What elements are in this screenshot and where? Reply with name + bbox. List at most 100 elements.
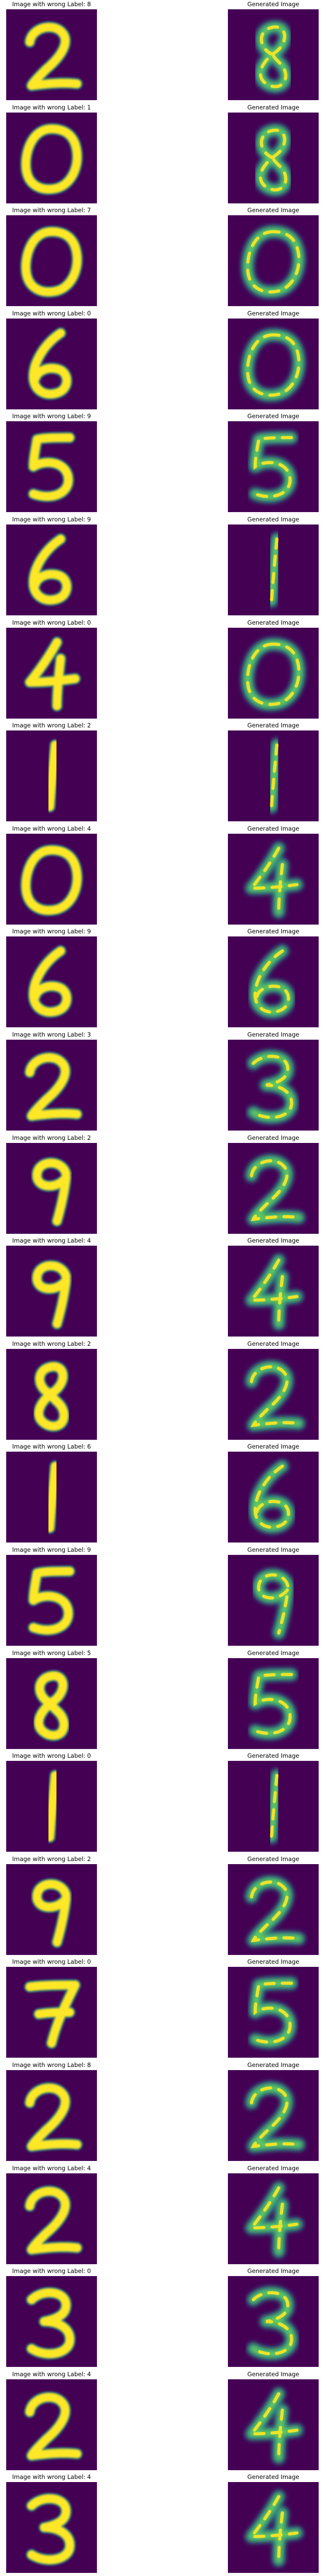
generated-image-cell: Generated Image (222, 2267, 325, 2369)
generated-image-cell: Generated Image (222, 1236, 325, 1339)
original-image-cell: Image with wrong Label: 4 (0, 2164, 103, 2266)
original-image-cell: Image with wrong Label: 1 (0, 103, 103, 205)
generated-image-title: Generated Image (247, 1958, 300, 1966)
original-image-title: Image with wrong Label: 2 (12, 1855, 91, 1863)
generated-image (228, 1967, 319, 2058)
generated-image (228, 1452, 319, 1543)
digit-stroke (25, 2186, 81, 2254)
digit-highlight (248, 2392, 299, 2459)
original-image-cell: Image with wrong Label: 5 (0, 1649, 103, 1751)
digit-highlight (246, 333, 301, 397)
generated-image-cell: Generated Image (222, 1752, 325, 1854)
figure-row: Image with wrong Label: 0 Generated Image (0, 1958, 330, 2060)
generated-image (228, 627, 319, 719)
original-image-cell: Image with wrong Label: 2 (0, 1855, 103, 1957)
digit-highlight (270, 743, 279, 809)
original-image-title: Image with wrong Label: 4 (12, 2370, 91, 2378)
original-image-cell: Image with wrong Label: 4 (0, 1236, 103, 1339)
generated-image-title: Generated Image (247, 928, 300, 935)
original-image-cell: Image with wrong Label: 6 (0, 1442, 103, 1545)
digit-stroke (21, 124, 82, 194)
original-image-title: Image with wrong Label: 0 (12, 1958, 91, 1966)
generated-image-title: Generated Image (247, 309, 300, 317)
original-image (6, 730, 97, 822)
generated-image (228, 833, 319, 925)
original-image (6, 112, 97, 203)
generated-image-cell: Generated Image (222, 2370, 325, 2472)
generated-image-title: Generated Image (247, 516, 300, 523)
figure-row: Image with wrong Label: 2 Generated Image (0, 721, 330, 823)
digit-stroke (25, 2084, 81, 2151)
digit-highlight (270, 537, 279, 602)
figure-row: Image with wrong Label: 4 Generated Image (0, 2473, 330, 2575)
original-image-title: Image with wrong Label: 8 (12, 2061, 91, 2069)
generated-image-title: Generated Image (247, 2370, 300, 2378)
generated-image-cell: Generated Image (222, 309, 325, 411)
figure-row: Image with wrong Label: 5 Generated Image (0, 1649, 330, 1751)
digit-stroke (32, 1261, 71, 1328)
original-image-cell: Image with wrong Label: 0 (0, 309, 103, 411)
figure-row: Image with wrong Label: 0 Generated Image (0, 309, 330, 411)
original-image-title: Image with wrong Label: 8 (12, 1, 91, 8)
digit-stroke (45, 1771, 60, 1842)
digit-highlight (252, 1055, 293, 1119)
figure-row: Image with wrong Label: 9 Generated Image (0, 927, 330, 1029)
generated-image-title: Generated Image (247, 1031, 300, 1038)
generated-image-cell: Generated Image (222, 206, 325, 308)
generated-image-title: Generated Image (247, 2164, 300, 2172)
original-image-title: Image with wrong Label: 0 (12, 618, 91, 626)
generated-image-cell: Generated Image (222, 2164, 325, 2266)
original-image (6, 421, 97, 513)
figure-row: Image with wrong Label: 0 Generated Image (0, 2267, 330, 2369)
generated-image-cell: Generated Image (222, 1855, 325, 1957)
generated-image-cell: Generated Image (222, 2473, 325, 2575)
generated-image-cell: Generated Image (222, 1546, 325, 1648)
original-image-title: Image with wrong Label: 0 (12, 2267, 91, 2275)
digit-stroke (25, 23, 81, 90)
generated-image-title: Generated Image (247, 1855, 300, 1863)
original-image-title: Image with wrong Label: 4 (12, 1237, 91, 1245)
figure-row: Image with wrong Label: 2 Generated Image (0, 1134, 330, 1236)
generated-image-cell: Generated Image (222, 103, 325, 205)
original-image-title: Image with wrong Label: 4 (12, 2473, 91, 2481)
original-image (6, 2482, 97, 2573)
digit-highlight (248, 2186, 299, 2253)
original-image (6, 215, 97, 307)
digit-highlight (259, 25, 288, 88)
digit-stroke (32, 1880, 71, 1947)
original-image (6, 1864, 97, 1955)
generated-image-title: Generated Image (247, 722, 300, 729)
figure-row: Image with wrong Label: 9 Generated Image (0, 515, 330, 617)
digit-stroke (25, 638, 80, 710)
generated-image (228, 112, 319, 203)
digit-highlight (246, 230, 301, 294)
original-image-cell: Image with wrong Label: 8 (0, 2061, 103, 2163)
original-image (6, 2379, 97, 2470)
digit-highlight (246, 642, 301, 706)
generated-image-title: Generated Image (247, 206, 300, 214)
generated-image (228, 9, 319, 100)
digit-stroke (34, 1362, 69, 1430)
generated-image-cell: Generated Image (222, 1958, 325, 2060)
generated-image-cell: Generated Image (222, 2061, 325, 2163)
generated-image (228, 215, 319, 307)
digit-highlight (248, 2495, 299, 2562)
generated-image-title: Generated Image (247, 1752, 300, 1760)
digit-highlight (250, 1880, 301, 1943)
figure-row: Image with wrong Label: 4 Generated Image (0, 1236, 330, 1339)
original-image-title: Image with wrong Label: 4 (12, 2164, 91, 2172)
generated-image-cell: Generated Image (222, 721, 325, 823)
original-image (6, 1555, 97, 1646)
original-image-title: Image with wrong Label: 0 (12, 309, 91, 317)
original-image (6, 2070, 97, 2161)
original-image-title: Image with wrong Label: 9 (12, 516, 91, 523)
figure-row: Image with wrong Label: 8 Generated Image (0, 0, 330, 102)
original-image-title: Image with wrong Label: 9 (12, 928, 91, 935)
digit-stroke (25, 2393, 81, 2460)
digit-stroke (251, 434, 295, 501)
original-image (6, 1348, 97, 1440)
original-image-cell: Image with wrong Label: 9 (0, 1546, 103, 1648)
generated-image (228, 2482, 319, 2573)
digit-stroke (29, 1567, 74, 1634)
